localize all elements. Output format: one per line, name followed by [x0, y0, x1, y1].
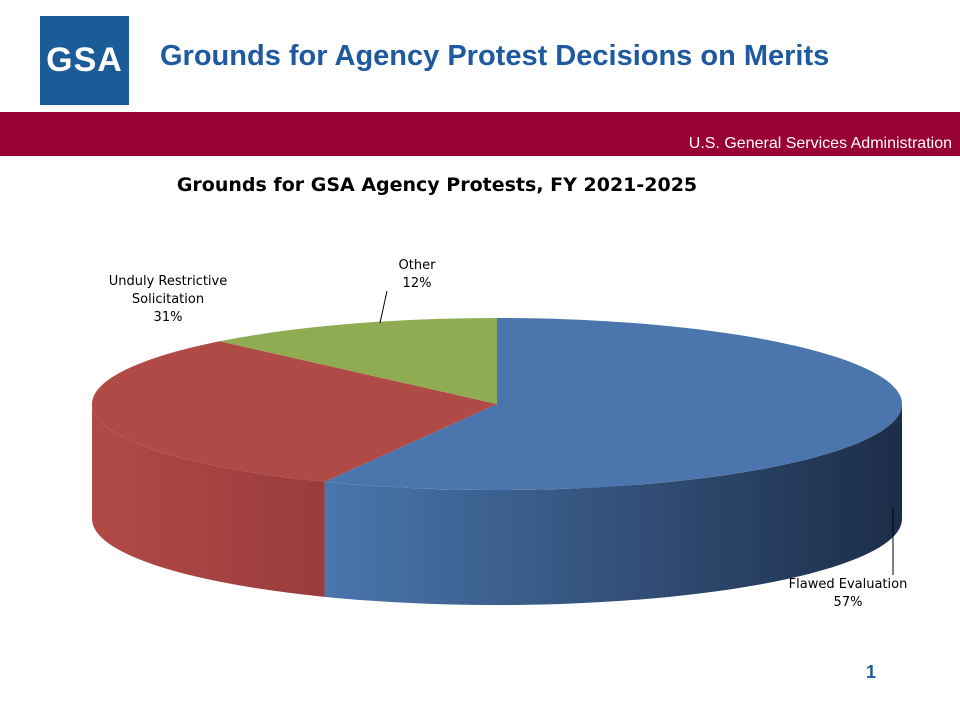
slide-title: Grounds for Agency Protest Decisions on …	[160, 40, 830, 72]
band	[0, 112, 960, 156]
data-label: Unduly Restrictive Solicitation 31%	[93, 273, 243, 327]
label-line: Unduly Restrictive Solicitation	[108, 274, 228, 307]
agency: U.S. General Services Administration	[688, 135, 952, 152]
slice	[324, 318, 903, 490]
chart-title: Grounds for GSA Agency Protests, FY 2021…	[176, 174, 698, 196]
label-line: Flawed Evaluation	[788, 577, 908, 592]
data-label: Flawed Evaluation 57%	[768, 576, 928, 612]
slice-side	[91, 404, 325, 597]
label-line: 12%	[402, 276, 432, 291]
page-number: 1	[866, 662, 877, 682]
label-line: 31%	[153, 310, 183, 325]
slice-side	[324, 404, 903, 605]
slice	[92, 341, 497, 482]
logo: GSA	[40, 16, 129, 105]
data-label: Other 12%	[337, 257, 497, 293]
slice	[219, 318, 497, 404]
label-line: Other	[398, 258, 436, 273]
leader-line	[379, 290, 388, 324]
label-line: 57%	[833, 595, 863, 610]
